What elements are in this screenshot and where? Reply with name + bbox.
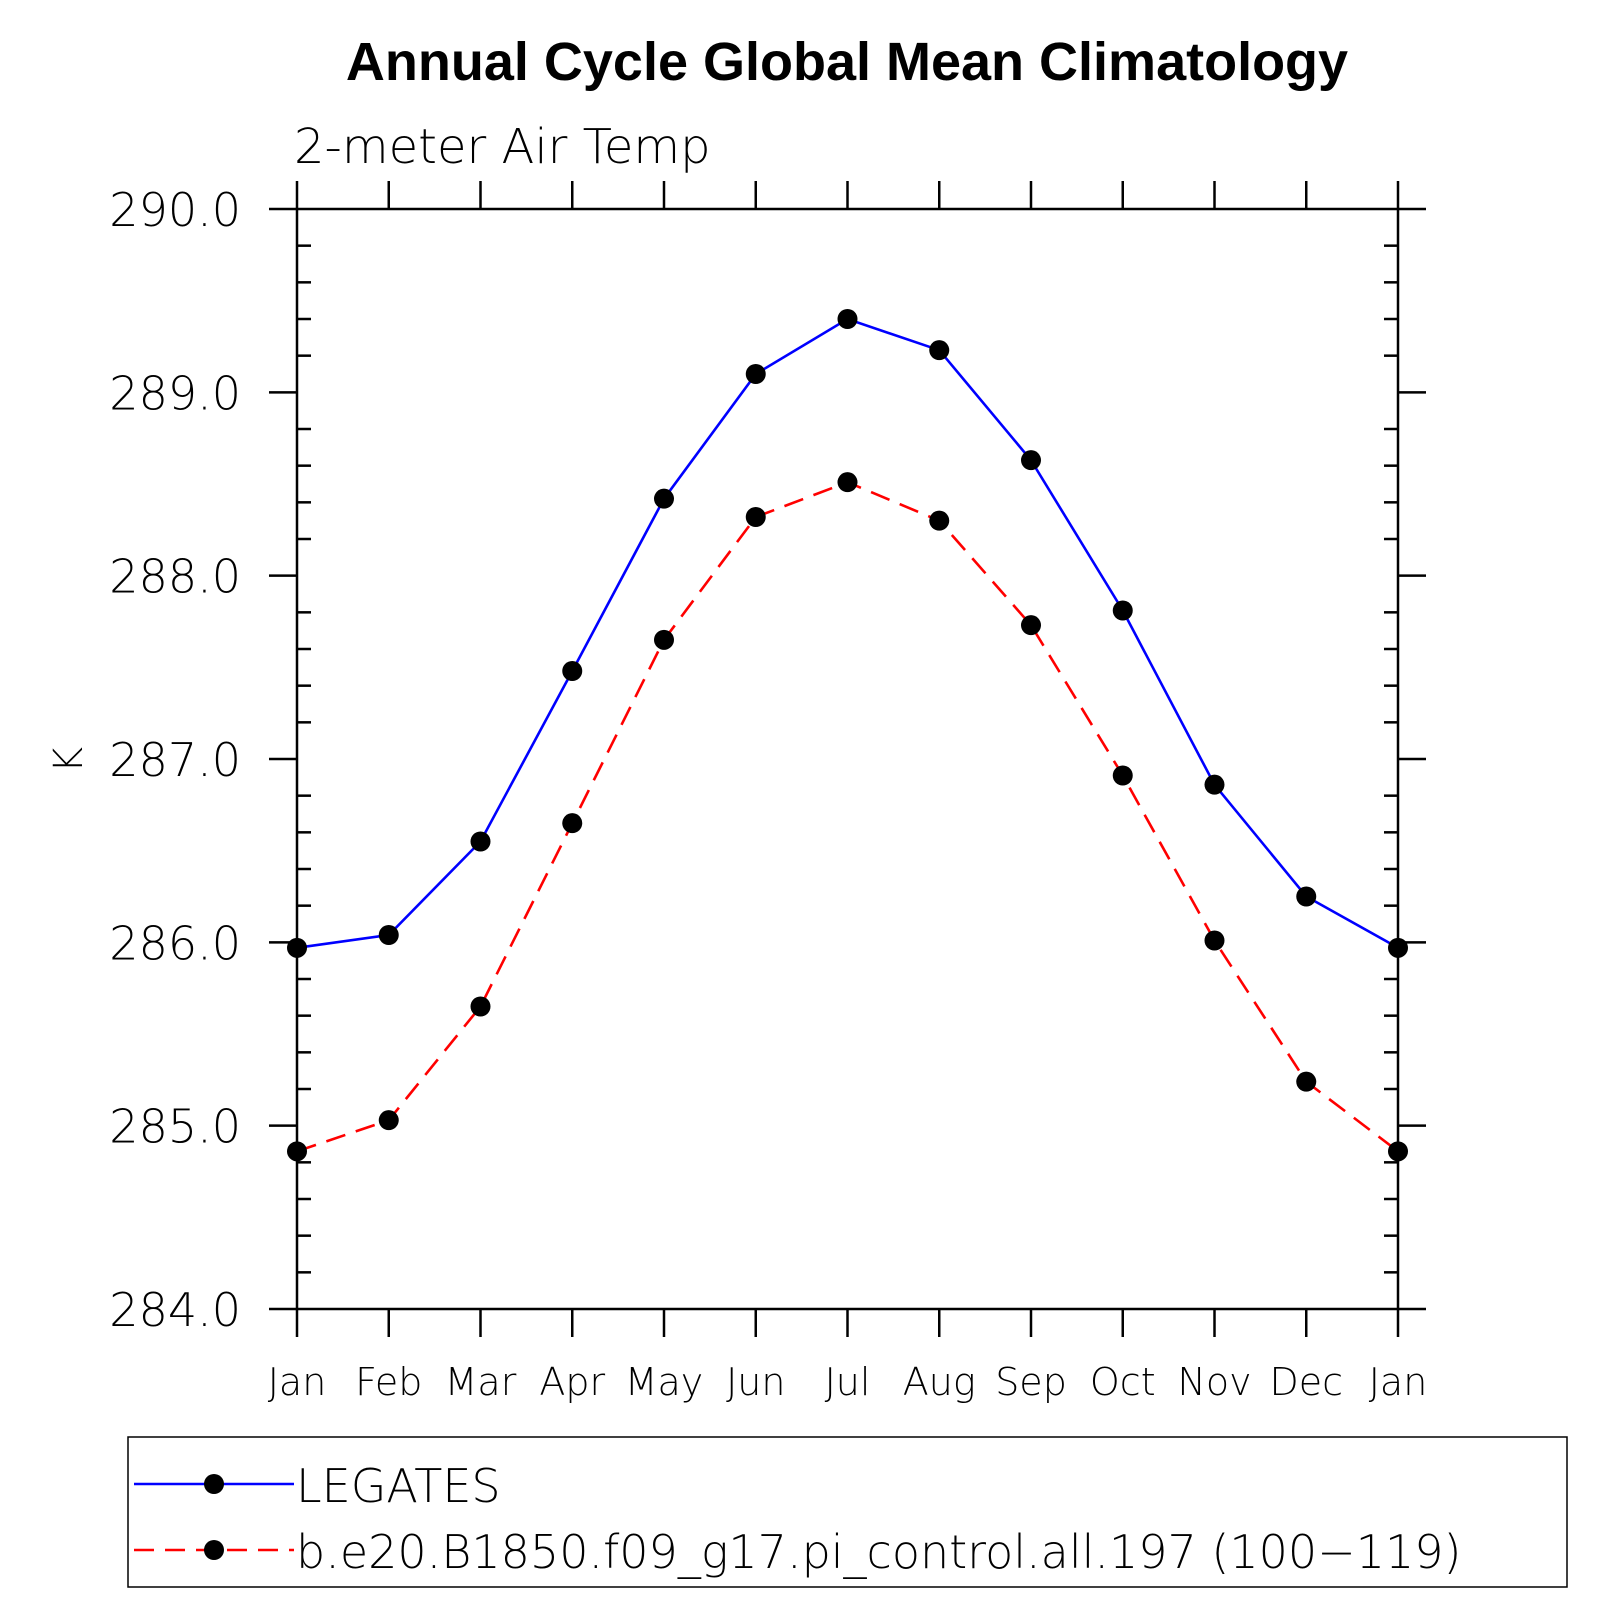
x-tick-label: Jan <box>1369 1360 1428 1404</box>
series-2-point <box>1204 930 1225 951</box>
axis-ticks <box>269 181 1426 1337</box>
x-tick-label: Jun <box>726 1360 785 1404</box>
series-1-point <box>562 661 583 681</box>
legend: LEGATES b.e20.B1850.f09_g17.pi_control.al… <box>127 1436 1568 1588</box>
x-tick-label: Jan <box>268 1360 327 1404</box>
x-tick-label: Sep <box>995 1360 1067 1404</box>
y-tick-label: 287.0 <box>109 733 241 787</box>
x-tick-label: Apr <box>539 1360 605 1404</box>
series-layer <box>287 309 1408 1162</box>
series-1-point <box>470 831 491 852</box>
series-1-point <box>929 340 950 361</box>
x-tick-label: Aug <box>903 1360 976 1404</box>
series-1-point <box>1204 774 1225 795</box>
y-tick-label: 286.0 <box>109 916 241 970</box>
chart-subtitle: 2-meter Air Temp <box>294 119 711 175</box>
chart-title: Annual Cycle Global Mean Climatology <box>346 32 1348 92</box>
series-2-point <box>654 629 674 650</box>
y-axis-label: K <box>46 747 92 773</box>
series-2-point <box>1112 765 1133 786</box>
legend-label-1: LEGATES <box>296 1459 501 1513</box>
x-tick-label: May <box>625 1360 704 1404</box>
series-1-point <box>378 925 399 945</box>
series-1-point <box>837 309 858 329</box>
y-tick-label: 288.0 <box>109 550 241 604</box>
y-tick-label: 284.0 <box>109 1283 241 1337</box>
series-2-point <box>745 507 766 527</box>
series-2-point <box>837 472 858 493</box>
legend-label-2: b.e20.B1850.f09_g17.pi_control.all.197 (… <box>296 1525 1461 1579</box>
series-1-point <box>1296 886 1317 907</box>
series-1-point <box>654 488 674 509</box>
legend-marker-2 <box>204 1540 224 1560</box>
series-line-2 <box>296 480 1399 1153</box>
legend-marker-1 <box>204 1474 224 1494</box>
series-line-1 <box>296 317 1399 950</box>
x-tick-label: Mar <box>445 1360 517 1404</box>
x-tick-label: Jul <box>825 1360 871 1404</box>
series-2-point <box>929 510 950 531</box>
y-tick-label: 289.0 <box>109 366 241 420</box>
series-2-point <box>1296 1071 1317 1092</box>
series-1-point <box>745 364 766 384</box>
x-tick-label: Oct <box>1090 1360 1156 1404</box>
series-2-point <box>378 1110 399 1131</box>
x-tick-label: Dec <box>1269 1360 1343 1404</box>
x-tick-labels: Jan Feb Mar Apr May Jun Jul Aug Sep Oct Nov Dec Jan <box>268 1360 1428 1404</box>
y-tick-label: 285.0 <box>109 1100 241 1154</box>
plot-frame <box>295 207 1400 1311</box>
x-tick-label: Nov <box>1177 1360 1251 1404</box>
y-tick-label: 290.0 <box>109 183 241 237</box>
series-2-point <box>1021 615 1041 636</box>
y-tick-labels: 284.0 285.0 286.0 287.0 288.0 289.0 290.0 <box>109 183 241 1337</box>
legend-box <box>127 1436 1568 1588</box>
series-2-point <box>562 813 583 834</box>
x-tick-label: Feb <box>355 1360 422 1404</box>
series-1-point <box>1021 450 1041 471</box>
series-2-point <box>470 996 491 1017</box>
series-1-point <box>1112 600 1133 621</box>
